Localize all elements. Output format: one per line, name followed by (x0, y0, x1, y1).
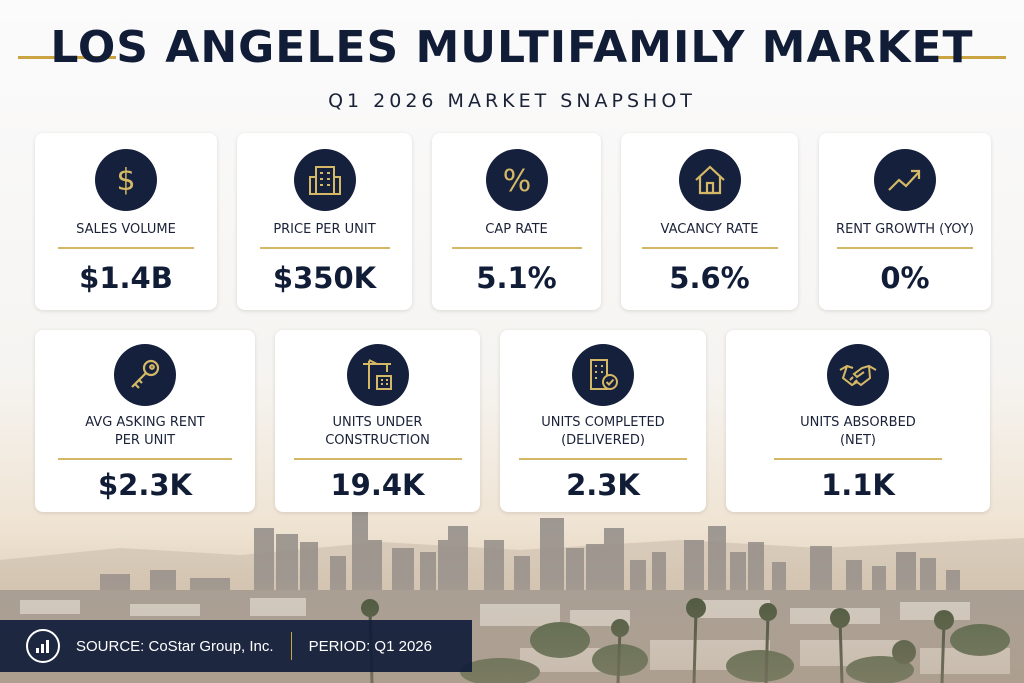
metric-card-units-under-construction: UNITS UNDER CONSTRUCTION 19.4K (275, 330, 480, 512)
header-rule-left (18, 56, 116, 59)
dollar-icon: $ (95, 149, 157, 211)
metric-card-rent-growth: RENT GROWTH (YOY) 0% (819, 133, 991, 310)
metric-divider (451, 247, 582, 249)
metric-value: 2.3K (566, 468, 640, 502)
metric-divider (519, 458, 687, 460)
metric-label: VACANCY RATE (660, 222, 759, 237)
crane-icon (346, 344, 409, 406)
period-text: PERIOD: Q1 2026 (308, 637, 432, 655)
metric-value: $2.3K (97, 468, 193, 502)
header-rule-right (926, 56, 1006, 59)
metric-card-cap-rate: % CAP RATE 5.1% (432, 133, 601, 310)
metric-label-line2: PER UNIT (114, 433, 176, 448)
svg-text:%: % (502, 164, 531, 198)
metric-card-avg-asking-rent: AVG ASKING RENT PER UNIT $2.3K (35, 330, 255, 512)
metric-label: RENT GROWTH (YOY) (836, 222, 974, 237)
trend-up-icon (874, 149, 936, 211)
metric-divider (774, 458, 942, 460)
metric-label: SALES VOLUME (76, 222, 176, 237)
metric-card-units-absorbed: UNITS ABSORBED (NET) 1.1K (726, 330, 990, 512)
footer-divider (290, 632, 292, 660)
handshake-icon (827, 344, 889, 406)
metric-value: $1.4B (79, 261, 173, 295)
chart-icon (26, 629, 60, 663)
metric-card-vacancy-rate: VACANCY RATE 5.6% (621, 133, 798, 310)
metric-divider (58, 458, 232, 460)
metric-label-line2: (NET) (839, 433, 877, 448)
page-title: LOS ANGELES MULTIFAMILY MARKET (50, 22, 974, 73)
metric-value: 1.1K (821, 468, 895, 502)
svg-text:$: $ (116, 163, 135, 197)
metric-divider (837, 247, 973, 249)
metric-divider (293, 458, 462, 460)
metric-card-sales-volume: $ SALES VOLUME $1.4B (35, 133, 217, 310)
metric-value: 19.4K (330, 468, 425, 502)
metric-value: $350K (272, 261, 377, 295)
metric-value: 5.1% (476, 261, 557, 295)
metric-divider (259, 247, 390, 249)
metric-divider (58, 247, 194, 249)
page-subtitle: Q1 2026 MARKET SNAPSHOT (328, 90, 696, 112)
metric-value: 5.6% (669, 261, 750, 295)
metric-card-price-per-unit: PRICE PER UNIT $350K (237, 133, 412, 310)
metric-label: CAP RATE (485, 222, 548, 237)
metric-card-units-completed: UNITS COMPLETED (DELIVERED) 2.3K (500, 330, 706, 512)
metric-label: PRICE PER UNIT (273, 222, 376, 237)
percent-icon: % (485, 149, 548, 211)
source-text: SOURCE: CoStar Group, Inc. (76, 637, 274, 655)
metric-label-line1: UNITS COMPLETED (541, 415, 665, 430)
metric-label-line2: CONSTRUCTION (325, 433, 430, 448)
building-check-icon (572, 344, 634, 406)
metric-label-line1: UNITS UNDER (332, 415, 423, 430)
building-icon (293, 149, 356, 211)
metric-label-line1: UNITS ABSORBED (800, 415, 916, 430)
metric-label-line2: (DELIVERED) (561, 433, 645, 448)
house-icon (678, 149, 741, 211)
key-icon (114, 344, 176, 406)
source-footer: SOURCE: CoStar Group, Inc. PERIOD: Q1 20… (0, 620, 472, 672)
metric-divider (641, 247, 778, 249)
metric-value: 0% (880, 261, 930, 295)
metric-label-line1: AVG ASKING RENT (85, 415, 205, 430)
